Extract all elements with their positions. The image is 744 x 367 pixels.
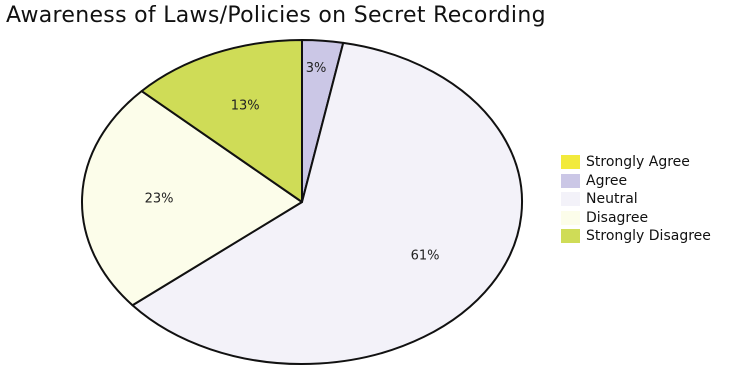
pie-labels: 3% 61% 23% 13% — [145, 61, 440, 264]
legend-swatch — [561, 229, 580, 244]
pie-slice-disagree — [81, 90, 303, 307]
legend-item-strongly-agree: Strongly Agree — [561, 153, 711, 172]
legend-swatch — [561, 155, 580, 170]
legend-label: Neutral — [586, 191, 638, 207]
slice-label-neutral: 61% — [411, 249, 440, 264]
slice-label-disagree: 23% — [145, 192, 174, 207]
legend-swatch — [561, 173, 580, 188]
legend-item-agree: Agree — [561, 172, 711, 191]
legend-label: Strongly Disagree — [586, 228, 711, 244]
slice-label-agree: 3% — [306, 61, 327, 76]
legend-swatch — [561, 192, 580, 207]
chart-title: Awareness of Laws/Policies on Secret Rec… — [6, 3, 546, 28]
legend-label: Agree — [586, 172, 628, 189]
legend: Strongly Agree Agree Neutral Disagree Strong… — [561, 153, 711, 246]
legend-label: Strongly Agree — [586, 154, 690, 170]
legend-item-strongly-disagree: Strongly Disagree — [561, 227, 711, 246]
pie-slice-neutral — [131, 41, 524, 365]
legend-swatch — [561, 210, 580, 225]
legend-label: Disagree — [586, 209, 649, 226]
pie-slices — [81, 39, 524, 365]
pie-slice-strongly-disagree — [140, 39, 303, 203]
legend-item-neutral: Neutral — [561, 190, 711, 209]
slice-label-strongly-disagree: 13% — [231, 98, 260, 113]
legend-item-disagree: Disagree — [561, 209, 711, 228]
